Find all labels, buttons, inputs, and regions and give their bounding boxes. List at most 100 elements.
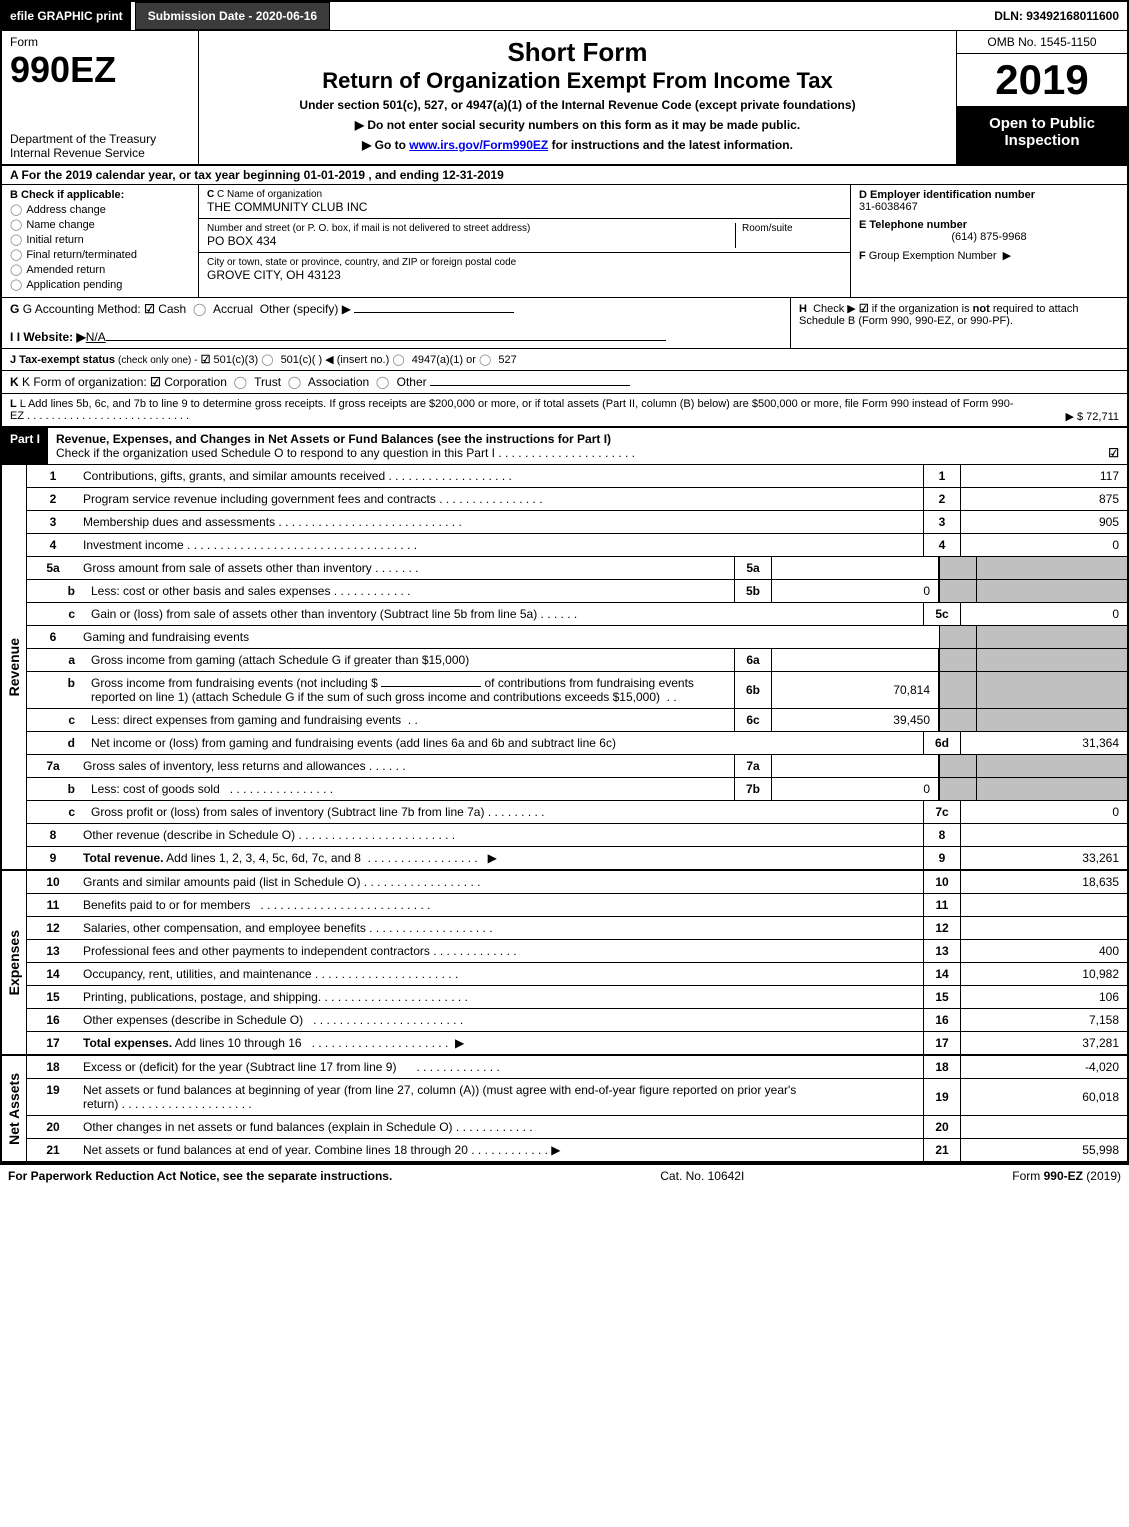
- other-check[interactable]: ◯: [376, 375, 389, 389]
- line-19-val: 60,018: [960, 1079, 1127, 1115]
- line-7b-val: 0: [772, 778, 939, 800]
- row-g-h: G G Accounting Method: ☑ Cash ◯ Accrual …: [0, 298, 1129, 349]
- check-final[interactable]: ◯Final return/terminated: [10, 248, 190, 261]
- dln-label: DLN: 93492168011600: [986, 2, 1127, 30]
- line-11-desc: Benefits paid to or for members . . . . …: [79, 894, 923, 916]
- omb-number: OMB No. 1545-1150: [957, 31, 1127, 54]
- row-h: H Check ▶ ☑ if the organization is not r…: [790, 298, 1127, 348]
- line-2-desc: Program service revenue including govern…: [79, 488, 923, 510]
- line-5a-desc: Gross amount from sale of assets other t…: [79, 557, 734, 579]
- line-16-desc: Other expenses (describe in Schedule O) …: [79, 1009, 923, 1031]
- topbar: efile GRAPHIC print Submission Date - 20…: [0, 0, 1129, 30]
- assoc-check[interactable]: ◯: [288, 375, 301, 389]
- line-18-desc: Excess or (deficit) for the year (Subtra…: [79, 1056, 923, 1078]
- line-13-val: 400: [960, 940, 1127, 962]
- part1-title: Revenue, Expenses, and Changes in Net As…: [56, 432, 611, 446]
- line-5b-val: 0: [772, 580, 939, 602]
- check-name[interactable]: ◯Name change: [10, 218, 190, 231]
- line-8-val: [960, 824, 1127, 846]
- street-label: Number and street (or P. O. box, if mail…: [207, 223, 735, 234]
- form-header: Form 990EZ Department of the Treasury In…: [0, 30, 1129, 166]
- city-label: City or town, state or province, country…: [207, 257, 842, 268]
- section-a: A For the 2019 calendar year, or tax yea…: [0, 166, 1129, 185]
- line-21-desc: Net assets or fund balances at end of ye…: [79, 1139, 923, 1161]
- submission-date-button[interactable]: Submission Date - 2020-06-16: [135, 2, 330, 30]
- org-name: THE COMMUNITY CLUB INC: [207, 200, 842, 214]
- website-value: N/A: [86, 330, 106, 344]
- ein-label: D Employer identification number: [859, 189, 1119, 201]
- dept-label: Department of the Treasury Internal Reve…: [10, 132, 190, 160]
- line-6c-desc: Less: direct expenses from gaming and fu…: [87, 709, 734, 731]
- line-3-val: 905: [960, 511, 1127, 533]
- revenue-group: Revenue 1Contributions, gifts, grants, a…: [0, 465, 1129, 871]
- line-14-val: 10,982: [960, 963, 1127, 985]
- info-row: B Check if applicable: ◯Address change ◯…: [0, 185, 1129, 298]
- line-14-desc: Occupancy, rent, utilities, and maintena…: [79, 963, 923, 985]
- room-label: Room/suite: [742, 223, 842, 234]
- line-17-desc: Total expenses. Add lines 10 through 16 …: [79, 1032, 923, 1054]
- 527-check[interactable]: ◯: [479, 354, 491, 366]
- line-5b-desc: Less: cost or other basis and sales expe…: [87, 580, 734, 602]
- line-19-desc: Net assets or fund balances at beginning…: [79, 1079, 923, 1115]
- footer-left: For Paperwork Reduction Act Notice, see …: [8, 1169, 392, 1183]
- efile-button[interactable]: efile GRAPHIC print: [2, 2, 131, 30]
- line-5c-desc: Gain or (loss) from sale of assets other…: [87, 603, 923, 625]
- revenue-label: Revenue: [4, 634, 24, 700]
- inspection-label: Open to Public Inspection: [957, 107, 1127, 164]
- line-15-desc: Printing, publications, postage, and shi…: [79, 986, 923, 1008]
- ein-value: 31-6038467: [859, 201, 1119, 213]
- form-word: Form: [10, 35, 190, 49]
- line-1-val: 117: [960, 465, 1127, 487]
- line-9-desc: Total revenue. Add lines 1, 2, 3, 4, 5c,…: [79, 847, 923, 869]
- line-2-val: 875: [960, 488, 1127, 510]
- check-pending[interactable]: ◯Application pending: [10, 278, 190, 291]
- schedule-o-check[interactable]: ☑: [1108, 446, 1119, 460]
- line-5a-val: [772, 557, 939, 579]
- line-6d-desc: Net income or (loss) from gaming and fun…: [87, 732, 923, 754]
- row-l: L L Add lines 5b, 6c, and 7b to line 9 t…: [0, 394, 1129, 428]
- line-7c-desc: Gross profit or (loss) from sales of inv…: [87, 801, 923, 823]
- title-shortform: Short Form: [205, 37, 950, 68]
- instr-link: ▶ Go to www.irs.gov/Form990EZ for instru…: [205, 138, 950, 152]
- 501c3-check[interactable]: ☑: [201, 354, 211, 366]
- line-6a-val: [772, 649, 939, 671]
- instr-ssn: ▶ Do not enter social security numbers o…: [205, 118, 950, 132]
- tel-value: (614) 875-9968: [859, 231, 1119, 243]
- cash-check[interactable]: ☑: [144, 302, 155, 316]
- footer: For Paperwork Reduction Act Notice, see …: [0, 1163, 1129, 1187]
- expenses-group: Expenses 10Grants and similar amounts pa…: [0, 871, 1129, 1056]
- line-12-desc: Salaries, other compensation, and employ…: [79, 917, 923, 939]
- check-address[interactable]: ◯Address change: [10, 203, 190, 216]
- irs-link[interactable]: www.irs.gov/Form990EZ: [409, 138, 548, 152]
- check-initial[interactable]: ◯Initial return: [10, 233, 190, 246]
- title-return: Return of Organization Exempt From Incom…: [205, 68, 950, 94]
- col-de: D Employer identification number 31-6038…: [851, 185, 1127, 297]
- line-7b-desc: Less: cost of goods sold . . . . . . . .…: [87, 778, 734, 800]
- line-13-desc: Professional fees and other payments to …: [79, 940, 923, 962]
- header-right: OMB No. 1545-1150 2019 Open to Public In…: [956, 31, 1127, 164]
- 4947-check[interactable]: ◯: [392, 354, 404, 366]
- subtitle: Under section 501(c), 527, or 4947(a)(1)…: [205, 98, 950, 112]
- line-8-desc: Other revenue (describe in Schedule O) .…: [79, 824, 923, 846]
- accounting-label: G Accounting Method:: [23, 302, 141, 316]
- line-4-desc: Investment income . . . . . . . . . . . …: [79, 534, 923, 556]
- form-number: 990EZ: [10, 49, 190, 91]
- line-20-val: [960, 1116, 1127, 1138]
- line-7c-val: 0: [960, 801, 1127, 823]
- line-10-desc: Grants and similar amounts paid (list in…: [79, 871, 923, 893]
- line-6-desc: Gaming and fundraising events: [79, 626, 939, 648]
- line-7a-val: [772, 755, 939, 777]
- check-amended[interactable]: ◯Amended return: [10, 263, 190, 276]
- header-left: Form 990EZ Department of the Treasury In…: [2, 31, 199, 164]
- 501c-check[interactable]: ◯: [261, 354, 273, 366]
- line-6d-val: 31,364: [960, 732, 1127, 754]
- part1-header: Part I: [2, 428, 48, 464]
- line-6c-val: 39,450: [772, 709, 939, 731]
- line-3-desc: Membership dues and assessments . . . . …: [79, 511, 923, 533]
- corp-check[interactable]: ☑: [150, 375, 161, 389]
- trust-check[interactable]: ◯: [234, 375, 247, 389]
- accrual-check[interactable]: ◯: [193, 302, 206, 316]
- line-17-val: 37,281: [960, 1032, 1127, 1054]
- part1-check-note: Check if the organization used Schedule …: [56, 446, 495, 460]
- row-k: K K Form of organization: ☑ Corporation …: [0, 371, 1129, 394]
